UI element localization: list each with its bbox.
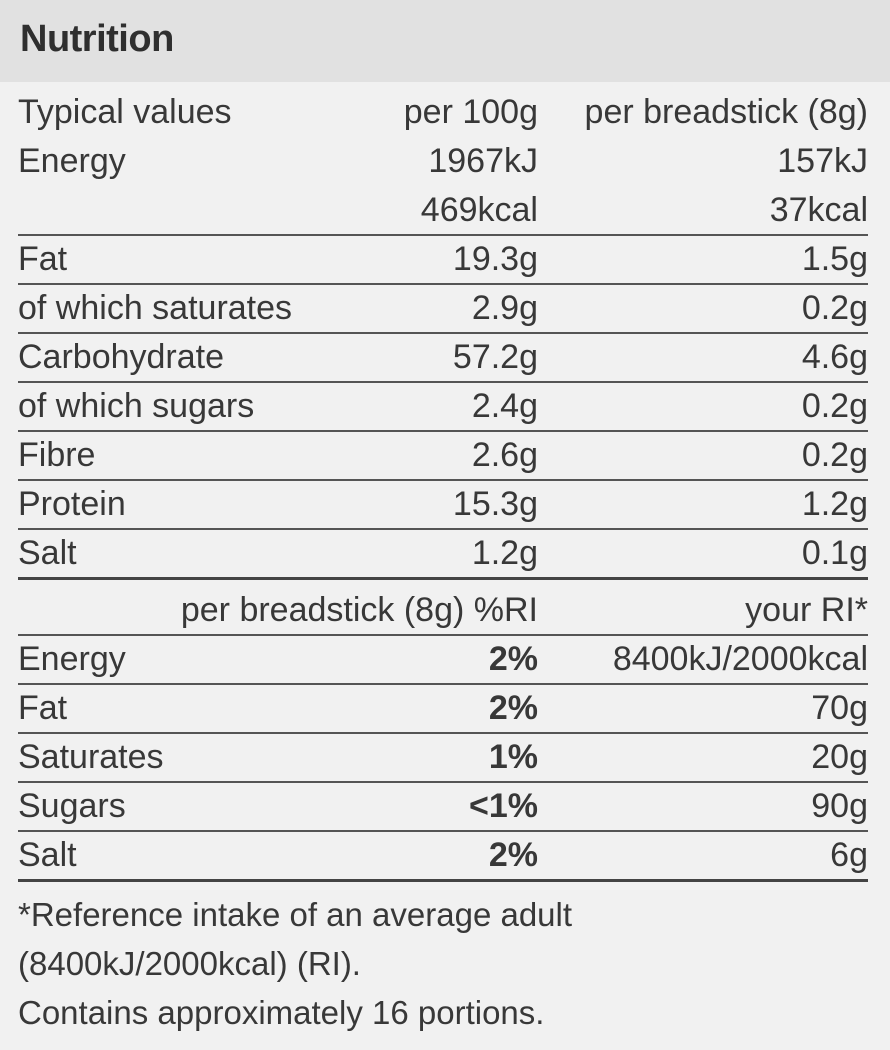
energy-kcal-per-stick: 37kcal: [769, 191, 868, 229]
section-divider: [18, 577, 868, 580]
nutrient-label: Carbohydrate: [18, 338, 225, 376]
typical-values-label: Typical values: [18, 93, 232, 131]
your-ri-header: your RI*: [745, 591, 868, 629]
ri-percent: 2%: [488, 836, 538, 874]
divider: [18, 381, 868, 383]
divider: [18, 332, 868, 334]
nutrient-per100: 19.3g: [452, 240, 538, 278]
nutrient-per-stick: 1.5g: [801, 240, 868, 278]
ri-percent: 2%: [488, 689, 538, 727]
ri-label: Fat: [18, 689, 68, 727]
energy-label: Energy: [18, 142, 126, 180]
ri-value: 20g: [811, 738, 868, 776]
page-title: Nutrition: [20, 18, 174, 60]
ri-label: Salt: [18, 836, 77, 874]
table-row: Energy 2% 8400kJ/2000kcal: [0, 635, 890, 684]
table-row: Carbohydrate 57.2g 4.6g: [0, 333, 890, 382]
energy-kcal-row: 469kcal 37kcal: [0, 186, 890, 235]
ri-label: Sugars: [18, 787, 126, 825]
energy-kj-per100: 1967kJ: [428, 142, 538, 180]
ri-percent: 2%: [488, 640, 538, 678]
table-row: of which sugars 2.4g 0.2g: [0, 382, 890, 431]
table-row: Saturates 1% 20g: [0, 733, 890, 782]
nutrient-label: of which saturates: [18, 289, 293, 327]
nutrient-per-stick: 1.2g: [801, 485, 868, 523]
ri-percent: <1%: [469, 787, 538, 825]
nutrient-per100: 2.6g: [471, 436, 538, 474]
table-row: Fibre 2.6g 0.2g: [0, 431, 890, 480]
divider: [18, 283, 868, 285]
nutrition-header: Nutrition: [0, 0, 890, 82]
nutrient-per100: 2.4g: [471, 387, 538, 425]
divider: [18, 683, 868, 685]
ri-value: 8400kJ/2000kcal: [612, 640, 868, 678]
divider: [18, 479, 868, 481]
divider: [18, 430, 868, 432]
table-row: Salt 1.2g 0.1g: [0, 529, 890, 578]
per-100g-header: per 100g: [403, 93, 538, 131]
ri-percent: 1%: [488, 738, 538, 776]
footnote-line: *Reference intake of an average adult: [18, 896, 573, 933]
divider: [18, 634, 868, 636]
nutrient-per100: 1.2g: [471, 534, 538, 572]
nutrient-per100: 57.2g: [452, 338, 538, 376]
portions-note: Contains approximately 16 portions.: [18, 994, 545, 1031]
nutrient-per100: 2.9g: [471, 289, 538, 327]
nutrient-label: Salt: [18, 534, 77, 572]
nutrient-per-stick: 0.2g: [801, 289, 868, 327]
ri-per-stick-header: per breadstick (8g) %RI: [180, 591, 538, 629]
nutrient-per100: 15.3g: [452, 485, 538, 523]
table-row: Fat 2% 70g: [0, 684, 890, 733]
nutrient-label: Fat: [18, 240, 68, 278]
nutrient-label: Fibre: [18, 436, 96, 474]
nutrient-per-stick: 0.2g: [801, 387, 868, 425]
ri-header: per breadstick (8g) %RI your RI*: [0, 586, 890, 635]
ri-label: Energy: [18, 640, 126, 678]
nutrient-label: of which sugars: [18, 387, 255, 425]
divider: [18, 830, 868, 832]
ri-label: Saturates: [18, 738, 164, 776]
table-row: of which saturates 2.9g 0.2g: [0, 284, 890, 333]
ri-value: 90g: [811, 787, 868, 825]
table-row: Sugars <1% 90g: [0, 782, 890, 831]
table-row: Salt 2% 6g: [0, 831, 890, 880]
nutrient-per-stick: 4.6g: [801, 338, 868, 376]
section-divider: [18, 879, 868, 882]
divider: [18, 732, 868, 734]
divider: [18, 234, 868, 236]
energy-kj-row: Energy 1967kJ 157kJ: [0, 137, 890, 186]
divider: [18, 781, 868, 783]
nutrient-per-stick: 0.1g: [801, 534, 868, 572]
per-breadstick-header: per breadstick (8g): [584, 93, 868, 131]
table-row: Fat 19.3g 1.5g: [0, 235, 890, 284]
footnote-line: (8400kJ/2000kcal) (RI).: [18, 945, 361, 982]
typical-values-header: Typical values per 100g per breadstick (…: [0, 88, 890, 137]
table-row: Protein 15.3g 1.2g: [0, 480, 890, 529]
nutrient-label: Protein: [18, 485, 126, 523]
energy-kcal-per100: 469kcal: [420, 191, 538, 229]
divider: [18, 528, 868, 530]
ri-value: 70g: [811, 689, 868, 727]
nutrient-per-stick: 0.2g: [801, 436, 868, 474]
ri-value: 6g: [830, 836, 868, 874]
energy-kj-per-stick: 157kJ: [777, 142, 868, 180]
